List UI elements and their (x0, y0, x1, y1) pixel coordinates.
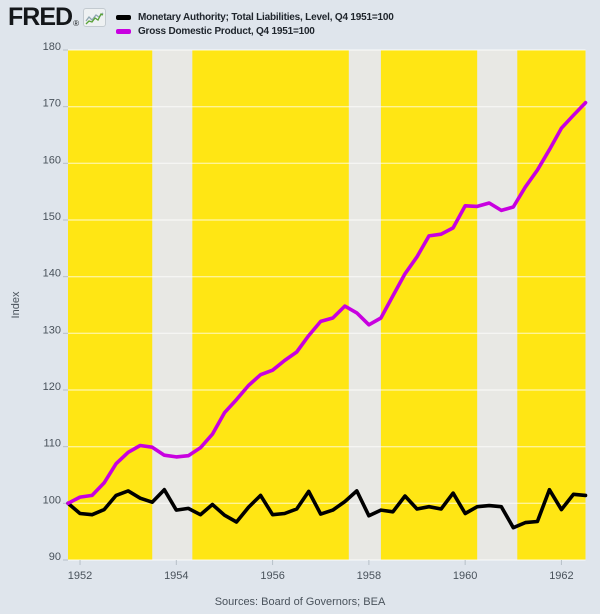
chart-legend: Monetary Authority; Total Liabilities, L… (115, 10, 394, 38)
recession-band (348, 50, 381, 560)
sources-note: Sources: Board of Governors; BEA (214, 596, 386, 608)
y-tick-label: 160 (43, 154, 61, 166)
x-tick-label: 1956 (260, 570, 284, 582)
y-tick-label: 130 (43, 324, 61, 336)
y-tick-label: 140 (43, 268, 61, 280)
x-tick-label: 1954 (164, 570, 188, 582)
legend-swatch-magenta (115, 28, 131, 34)
line-chart-icon (82, 8, 106, 27)
y-tick-label: 90 (49, 551, 61, 563)
y-tick-label: 150 (43, 211, 61, 223)
legend-label-monetary-authority: Monetary Authority; Total Liabilities, L… (137, 11, 394, 23)
y-tick-label: 170 (43, 98, 61, 110)
legend-item-monetary-authority: Monetary Authority; Total Liabilities, L… (115, 10, 394, 24)
fred-logo: FRED ® (8, 4, 106, 30)
chart-header: FRED ® Monetary Authority; Total Liabili… (8, 4, 394, 38)
x-tick-label: 1960 (453, 570, 477, 582)
y-tick-label: 120 (43, 381, 61, 393)
legend-label-gdp: Gross Domestic Product, Q4 1951=100 (137, 25, 315, 37)
x-tick-label: 1952 (68, 570, 92, 582)
recession-band (152, 50, 193, 560)
fred-logo-text: FRED (8, 3, 73, 31)
x-tick-label: 1962 (549, 570, 573, 582)
series-line-gdp (66, 100, 588, 506)
legend-item-gdp: Gross Domestic Product, Q4 1951=100 (115, 24, 394, 38)
y-axis-title: Index (10, 291, 22, 318)
y-tick-label: 100 (43, 494, 61, 506)
registered-trademark-symbol: ® (73, 19, 79, 28)
series-line-monetary-authority (66, 487, 588, 530)
y-tick-label: 110 (43, 438, 61, 450)
recession-band (477, 50, 518, 560)
legend-swatch-black (115, 14, 131, 20)
x-tick-label: 1958 (357, 570, 381, 582)
y-tick-label: 180 (43, 41, 61, 53)
